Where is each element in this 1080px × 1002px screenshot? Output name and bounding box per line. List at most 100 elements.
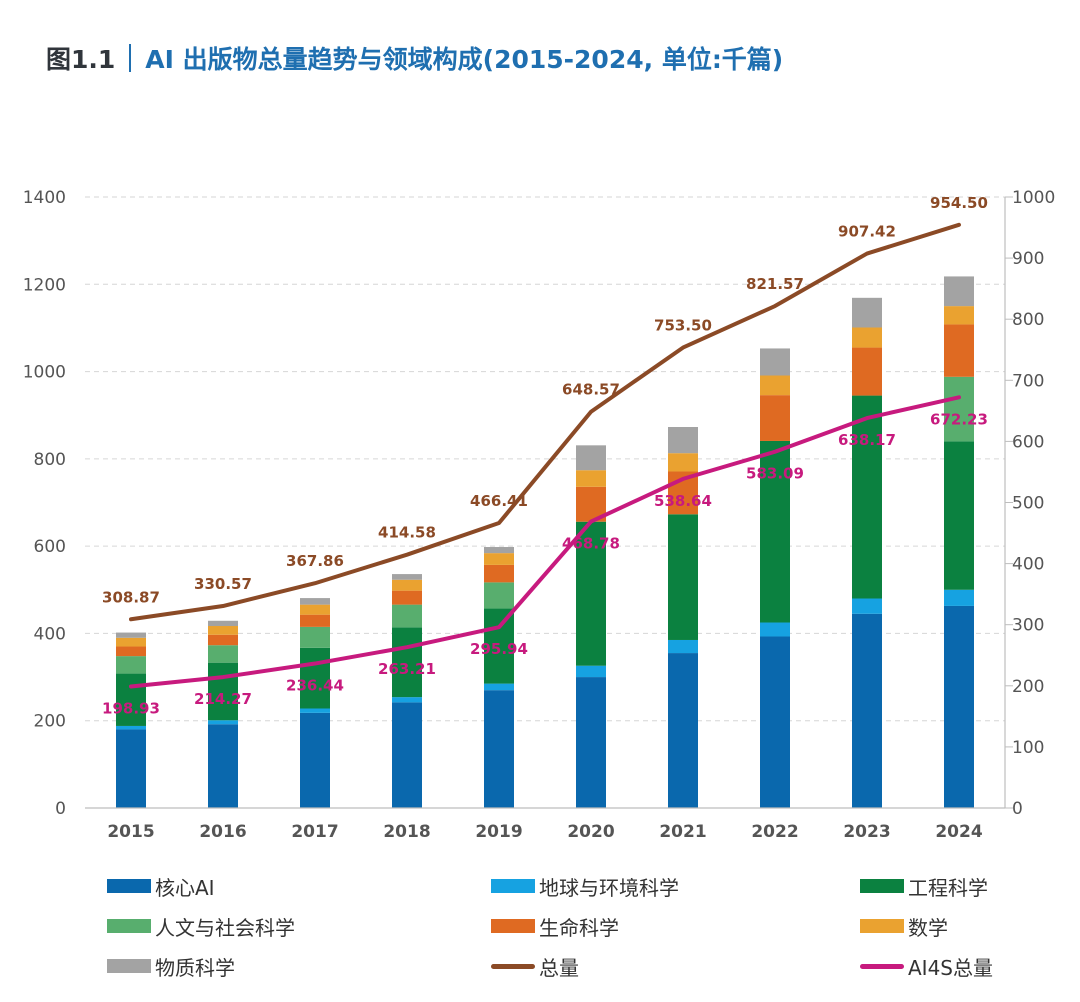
y-right-tick-label: 200 bbox=[1012, 677, 1044, 697]
bar-segment-humanities-social bbox=[392, 604, 422, 628]
legend-item-physical: 物质科学 bbox=[107, 946, 235, 986]
y-right-tick-label: 400 bbox=[1012, 555, 1044, 575]
data-label-total: 753.50 bbox=[654, 317, 712, 335]
bar-segment-core-ai bbox=[944, 605, 974, 808]
legend: 核心AI 地球与环境科学 工程科学 人文与社会科学 生命科学 数学 物质科学 总量 AI4S总量 bbox=[0, 862, 1080, 992]
bar-segment-physical bbox=[944, 276, 974, 307]
bar-segment-physical bbox=[116, 632, 146, 638]
data-label-total: 367.86 bbox=[286, 552, 344, 570]
bar-segment-earth-env bbox=[852, 598, 882, 614]
bar-segment-earth-env bbox=[944, 589, 974, 606]
legend-item-ai4s-total: AI4S总量 bbox=[860, 946, 993, 986]
bar-segment-earth-env bbox=[668, 639, 698, 654]
bar-segment-core-ai bbox=[300, 712, 330, 808]
bar-segment-mathematics bbox=[944, 306, 974, 325]
bar-segment-physical bbox=[760, 348, 790, 376]
x-tick-label: 2016 bbox=[199, 822, 246, 842]
y-right-tick-label: 700 bbox=[1012, 371, 1044, 391]
bar-segment-physical bbox=[668, 426, 698, 454]
bar-segment-mathematics bbox=[300, 604, 330, 615]
bar-segment-life-sciences bbox=[116, 646, 146, 657]
x-tick-label: 2020 bbox=[567, 822, 614, 842]
data-label-ai4s-total: 538.64 bbox=[654, 492, 712, 510]
legend-label: 生命科学 bbox=[539, 915, 619, 940]
bar-segment-core-ai bbox=[116, 729, 146, 808]
bar-segment-physical bbox=[392, 574, 422, 580]
y-left-tick-label: 0 bbox=[55, 799, 66, 819]
bar-segment-mathematics bbox=[392, 579, 422, 591]
bar-segment-life-sciences bbox=[760, 395, 790, 441]
legend-swatch bbox=[491, 919, 535, 933]
x-tick-label: 2024 bbox=[935, 822, 982, 842]
x-tick-label: 2018 bbox=[383, 822, 430, 842]
y-right-tick-label: 800 bbox=[1012, 310, 1044, 330]
bar-segment-humanities-social bbox=[116, 656, 146, 674]
bar-segment-engineering bbox=[300, 647, 330, 709]
line-series bbox=[129, 222, 961, 689]
legend-label: 地球与环境科学 bbox=[539, 875, 679, 900]
data-label-total: 954.50 bbox=[930, 194, 988, 212]
bar-segment-core-ai bbox=[208, 724, 238, 808]
bar-segment-humanities-social bbox=[944, 376, 974, 442]
y-right-tick-label: 900 bbox=[1012, 249, 1044, 269]
bar-segment-engineering bbox=[760, 440, 790, 623]
data-label-total: 414.58 bbox=[378, 524, 436, 542]
line-ai4s-total bbox=[129, 395, 961, 689]
legend-item-engineering: 工程科学 bbox=[860, 866, 988, 906]
data-label-ai4s-total: 295.94 bbox=[470, 640, 528, 658]
axes: 0 200 400 600 800 1000 1200 1400 0 100 200 300 400 50… bbox=[23, 188, 1056, 842]
bar-segment-humanities-social bbox=[484, 582, 514, 609]
bar-segment-mathematics bbox=[116, 637, 146, 647]
chart-plot: 0 200 400 600 800 1000 1200 1400 0 100 200 300 400 50… bbox=[23, 188, 1056, 842]
x-tick-label: 2022 bbox=[751, 822, 798, 842]
bar-segment-engineering bbox=[944, 441, 974, 590]
legend-label: 工程科学 bbox=[908, 875, 988, 900]
y-left-tick-label: 1400 bbox=[23, 188, 66, 208]
y-left-tick-label: 400 bbox=[34, 624, 66, 644]
legend-item-total: 总量 bbox=[491, 946, 579, 986]
data-label-ai4s-total: 468.78 bbox=[562, 535, 620, 553]
chart-title: 图1.1 AI 出版物总量趋势与领域构成(2015-2024, 单位:千篇) bbox=[46, 38, 783, 78]
bar-segment-mathematics bbox=[484, 553, 514, 565]
legend-item-humanities-social: 人文与社会科学 bbox=[107, 906, 295, 946]
legend-label: 核心AI bbox=[155, 875, 215, 900]
bar-segment-core-ai bbox=[852, 613, 882, 808]
y-right-tick-label: 500 bbox=[1012, 494, 1044, 514]
legend-label: 总量 bbox=[539, 955, 579, 980]
legend-item-earth-env: 地球与环境科学 bbox=[491, 866, 679, 906]
bar-segment-life-sciences bbox=[300, 614, 330, 627]
x-tick-label: 2017 bbox=[291, 822, 338, 842]
bar-segment-core-ai bbox=[484, 690, 514, 808]
legend-label: 物质科学 bbox=[155, 955, 235, 980]
gridlines bbox=[85, 196, 1005, 722]
bar-segment-mathematics bbox=[576, 470, 606, 487]
legend-label: 人文与社会科学 bbox=[155, 915, 295, 940]
x-tick-label: 2019 bbox=[475, 822, 522, 842]
stacked-bars bbox=[116, 276, 974, 808]
figure-number: 图1.1 bbox=[46, 45, 116, 74]
line-total bbox=[129, 222, 961, 622]
data-label-ai4s-total: 236.44 bbox=[286, 677, 344, 695]
y-left-tick-label: 200 bbox=[34, 712, 66, 732]
y-right-tick-label: 300 bbox=[1012, 616, 1044, 636]
bar-segment-life-sciences bbox=[944, 324, 974, 377]
bar-segment-mathematics bbox=[668, 453, 698, 472]
data-label-ai4s-total: 638.17 bbox=[838, 431, 896, 449]
data-label-ai4s-total: 198.93 bbox=[102, 699, 160, 717]
legend-swatch bbox=[860, 963, 904, 969]
y-right-tick-label: 600 bbox=[1012, 432, 1044, 452]
title-text: AI 出版物总量趋势与领域构成(2015-2024, 单位:千篇) bbox=[145, 45, 784, 74]
legend-item-core-ai: 核心AI bbox=[107, 866, 215, 906]
legend-swatch bbox=[107, 919, 151, 933]
x-tick-label: 2015 bbox=[107, 822, 154, 842]
bar-segment-engineering bbox=[576, 521, 606, 666]
x-tick-label: 2023 bbox=[843, 822, 890, 842]
data-label-ai4s-total: 263.21 bbox=[378, 660, 436, 678]
y-left-tick-label: 600 bbox=[34, 537, 66, 557]
bar-segment-physical bbox=[208, 620, 238, 627]
bar-segment-physical bbox=[484, 547, 514, 554]
data-label-ai4s-total: 672.23 bbox=[930, 410, 988, 428]
bar-segment-mathematics bbox=[852, 327, 882, 348]
bar-segment-earth-env bbox=[116, 725, 146, 730]
y-right-tick-label: 100 bbox=[1012, 738, 1044, 758]
